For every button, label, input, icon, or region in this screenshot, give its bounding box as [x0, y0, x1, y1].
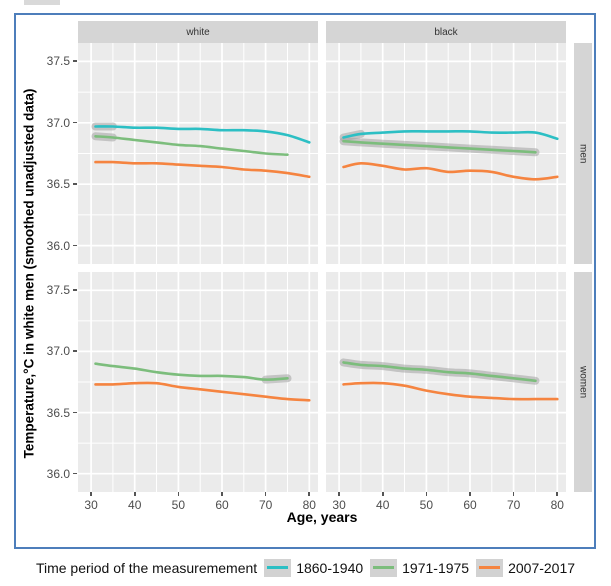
x-tick-mark: [469, 492, 471, 496]
panel-black-men: [326, 43, 566, 264]
facet-strip-men: men: [574, 43, 592, 264]
x-tick-label: 30: [84, 498, 98, 512]
panel-white-men: [78, 43, 318, 264]
y-tick-mark: [73, 183, 77, 185]
facet-strip-black-label: black: [434, 26, 458, 38]
legend-item: 2007-2017: [476, 559, 575, 577]
legend: Time period of the measuremement 1860-19…: [0, 556, 611, 580]
cropped-ui-fragment: [24, 0, 60, 5]
y-tick-mark: [73, 60, 77, 62]
facet-strip-men-label: men: [577, 143, 589, 164]
x-tick-label: 80: [302, 498, 316, 512]
x-tick-mark: [308, 492, 311, 496]
legend-label: 1971-1975: [402, 560, 470, 576]
y-tick-label: 37.5: [46, 54, 70, 69]
y-tick-mark: [73, 350, 77, 353]
x-tick-label: 40: [376, 498, 390, 512]
y-tick-mark: [73, 472, 77, 475]
x-tick-mark: [381, 492, 384, 496]
legend-label: 1860-1940: [296, 560, 364, 576]
y-tick-mark: [73, 244, 77, 247]
y-tick-label: 36.0: [46, 466, 70, 481]
y-tick-label: 36.5: [46, 177, 70, 192]
facet-strip-white-label: white: [186, 26, 210, 38]
legend-swatch-1971-1975: [370, 559, 398, 577]
y-tick-mark: [73, 289, 77, 291]
x-tick-mark: [221, 492, 223, 496]
x-tick-label: 30: [332, 498, 346, 512]
x-tick-mark: [264, 492, 267, 496]
x-axis-title: Age, years: [286, 509, 358, 525]
facet-strip-women: women: [574, 272, 592, 492]
legend-label: 2007-2017: [508, 560, 576, 576]
x-tick-label: 70: [506, 498, 521, 512]
legend-swatch-2007-2017: [476, 559, 504, 577]
x-tick-label: 60: [215, 498, 229, 512]
y-tick-label: 37.5: [46, 283, 70, 298]
x-tick-label: 50: [171, 498, 186, 512]
x-tick-mark: [425, 492, 428, 496]
x-tick-mark: [177, 492, 180, 496]
x-tick-label: 70: [258, 498, 273, 512]
x-tick-label: 40: [128, 498, 142, 512]
legend-item: 1860-1940: [264, 559, 363, 577]
y-axis-title: Temperature,°C in white men (smoothed un…: [21, 88, 37, 459]
y-tick-label: 36.0: [46, 238, 70, 253]
x-tick-label: 50: [419, 498, 434, 512]
x-tick-mark: [512, 492, 515, 496]
x-tick-label: 80: [550, 498, 564, 512]
facet-strip-women-label: women: [577, 365, 589, 399]
legend-item: 1971-1975: [370, 559, 469, 577]
plot-border-box: white black men women Temperature,°C in …: [14, 13, 596, 549]
y-tick-mark: [73, 411, 77, 414]
facet-strip-white: white: [78, 21, 318, 43]
panel-white-women: [78, 272, 318, 492]
x-tick-mark: [90, 492, 92, 496]
x-tick-mark: [338, 492, 340, 496]
legend-line-icon: [267, 566, 289, 569]
facet-strip-black: black: [326, 21, 566, 43]
legend-swatch-1860-1940: [264, 559, 292, 577]
y-tick-label: 37.0: [46, 344, 70, 359]
legend-line-icon: [373, 566, 395, 569]
x-tick-mark: [133, 492, 136, 496]
y-tick-label: 36.5: [46, 405, 70, 420]
y-tick-mark: [73, 121, 77, 124]
legend-line-icon: [479, 566, 501, 569]
legend-title: Time period of the measuremement: [35, 560, 258, 576]
x-tick-mark: [556, 492, 559, 496]
y-tick-label: 37.0: [46, 115, 70, 130]
x-tick-label: 60: [463, 498, 477, 512]
panel-black-women: [326, 272, 566, 492]
